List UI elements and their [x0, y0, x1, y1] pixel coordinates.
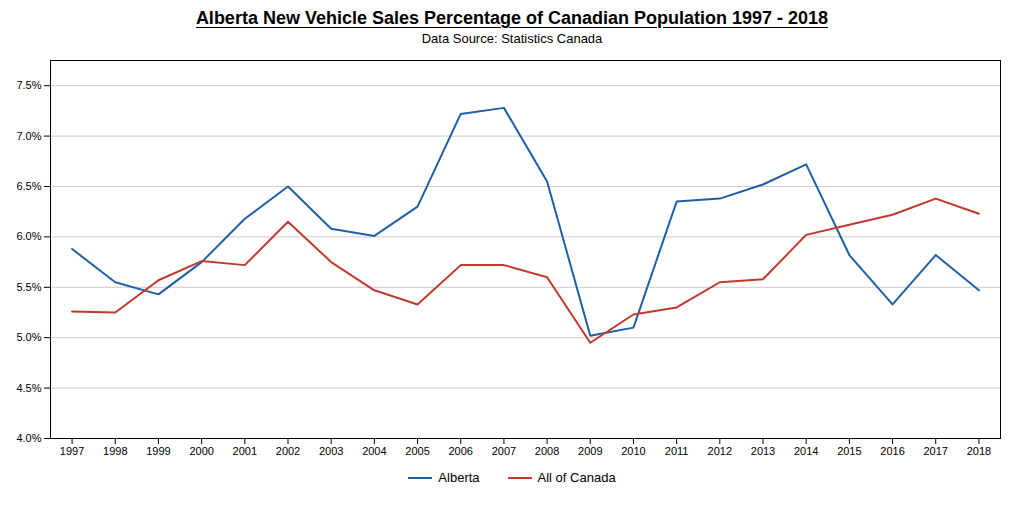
svg-text:1997: 1997: [60, 445, 84, 457]
svg-text:7.0%: 7.0%: [16, 130, 41, 142]
html-text:Data Source: Statistics Canada: Data Source: Statistics Canada: [421, 31, 603, 46]
svg-text:1998: 1998: [103, 445, 127, 457]
svg-text:6.5%: 6.5%: [16, 180, 41, 192]
html-text:Alberta: Alberta: [438, 470, 480, 485]
svg-text:2005: 2005: [405, 445, 429, 457]
svg-text:2002: 2002: [276, 445, 300, 457]
svg-text:2010: 2010: [621, 445, 645, 457]
html-text:Alberta New Vehicle Sales Perc: Alberta New Vehicle Sales Percentage of …: [195, 8, 829, 28]
svg-text:2011: 2011: [665, 445, 689, 457]
svg-text:2015: 2015: [837, 445, 861, 457]
svg-text:2012: 2012: [708, 445, 732, 457]
svg-text:6.0%: 6.0%: [16, 230, 41, 242]
svg-text:2007: 2007: [492, 445, 516, 457]
svg-text:2018: 2018: [967, 445, 991, 457]
svg-text:2001: 2001: [233, 445, 257, 457]
svg-text:2003: 2003: [319, 445, 343, 457]
svg-text:2013: 2013: [751, 445, 775, 457]
svg-text:2006: 2006: [448, 445, 472, 457]
svg-text:4.0%: 4.0%: [16, 432, 41, 444]
html-text:All of Canada: All of Canada: [537, 470, 616, 485]
svg-text:2008: 2008: [535, 445, 559, 457]
svg-text:2017: 2017: [923, 445, 947, 457]
svg-text:4.5%: 4.5%: [16, 382, 41, 394]
svg-text:2014: 2014: [794, 445, 818, 457]
svg-text:2009: 2009: [578, 445, 602, 457]
svg-text:5.0%: 5.0%: [16, 331, 41, 343]
svg-text:7.5%: 7.5%: [16, 79, 41, 91]
svg-text:1999: 1999: [146, 445, 170, 457]
svg-text:2000: 2000: [189, 445, 213, 457]
svg-text:5.5%: 5.5%: [16, 281, 41, 293]
svg-text:2004: 2004: [362, 445, 386, 457]
svg-text:2016: 2016: [880, 445, 904, 457]
